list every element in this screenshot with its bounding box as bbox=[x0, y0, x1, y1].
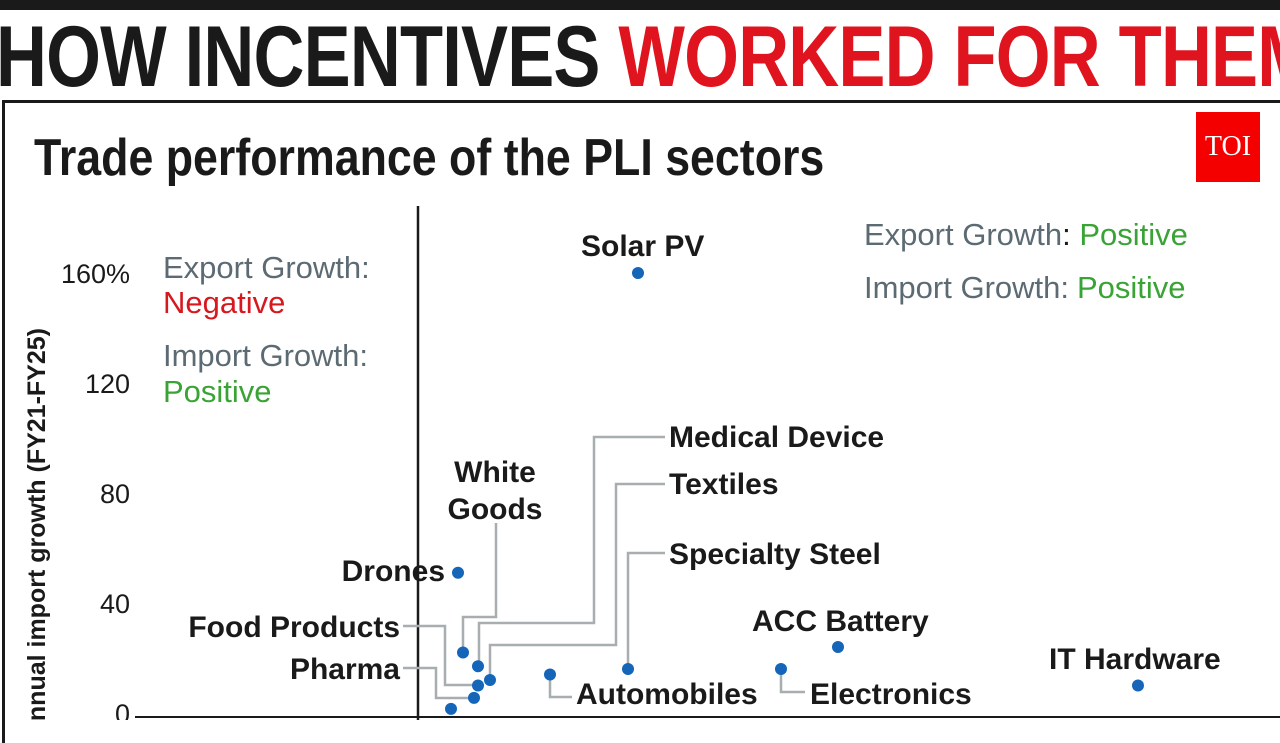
toi-logo: TOI bbox=[1196, 112, 1260, 182]
scatter-chart: annual import growth (FY21-FY25) 0 40 80 12… bbox=[23, 206, 1280, 720]
data-point-solar-pv bbox=[632, 267, 644, 279]
point-label: IT Hardware bbox=[1049, 643, 1221, 676]
data-point-white-goods bbox=[457, 646, 469, 659]
data-point-food-products bbox=[472, 679, 484, 692]
y-tick-label: 0 bbox=[115, 699, 130, 720]
point-label: White Goods bbox=[448, 456, 543, 526]
point-label: Food Products bbox=[188, 611, 400, 644]
left-import-value: Positive bbox=[163, 374, 272, 409]
right-export-label: Export Growth bbox=[864, 217, 1062, 252]
y-tick-label: 160% bbox=[61, 259, 130, 289]
right-import-label: Import Growth: bbox=[864, 270, 1069, 305]
point-label: Specialty Steel bbox=[669, 538, 881, 571]
quadrant-left-legend: Export Growth: Negative Import Growth: P… bbox=[163, 250, 370, 409]
y-tick-label: 120 bbox=[85, 369, 130, 399]
data-point-drones bbox=[452, 566, 464, 579]
data-point-acc-battery bbox=[832, 641, 844, 653]
data-point-automobiles bbox=[544, 668, 556, 681]
data-point-textiles bbox=[484, 674, 496, 686]
data-point-electronics bbox=[775, 663, 787, 675]
point-label: Medical Device bbox=[669, 421, 884, 454]
headline-part1: HOW INCENTIVES bbox=[0, 9, 600, 105]
left-export-label: Export Growth: bbox=[163, 250, 370, 285]
data-point bbox=[445, 702, 457, 715]
y-tick-label: 40 bbox=[100, 589, 130, 619]
y-tick-label: 80 bbox=[100, 479, 130, 509]
top-bar bbox=[0, 0, 1280, 10]
quadrant-right-legend: Export Growth: Positive Import Growth: Po… bbox=[864, 217, 1188, 305]
point-label: Textiles bbox=[669, 468, 779, 501]
leader-lines bbox=[403, 435, 805, 700]
point-label: Pharma bbox=[290, 653, 400, 686]
svg-text:Import Growth:Positive: Import Growth: Positive bbox=[864, 270, 1186, 305]
y-axis-label: annual import growth (FY21-FY25) bbox=[23, 328, 51, 720]
point-label: Electronics bbox=[810, 678, 972, 711]
point-label: ACC Battery bbox=[752, 605, 929, 638]
right-import-value: Positive bbox=[1077, 270, 1186, 305]
chart-title: Trade performance of the PLI sectors bbox=[34, 129, 825, 187]
chart-frame bbox=[2, 100, 1280, 743]
headline: HOW INCENTIVES WORKED FOR THEM bbox=[0, 14, 1280, 100]
point-label: Solar PV bbox=[581, 230, 704, 263]
left-import-label: Import Growth: bbox=[163, 338, 368, 373]
data-point-specialty-steel bbox=[622, 663, 634, 675]
left-export-value: Negative bbox=[163, 285, 285, 320]
point-label: Drones bbox=[342, 555, 445, 588]
data-point-medical-device bbox=[472, 660, 484, 673]
right-export-value: Positive bbox=[1079, 217, 1188, 252]
point-label: Automobiles bbox=[576, 678, 758, 711]
headline-part2: WORKED FOR THEM bbox=[618, 9, 1280, 105]
data-point-it-hardware bbox=[1132, 679, 1144, 692]
data-point-pharma bbox=[468, 691, 480, 704]
svg-text:Export Growth: Positive: Export Growth: Positive bbox=[864, 217, 1188, 252]
